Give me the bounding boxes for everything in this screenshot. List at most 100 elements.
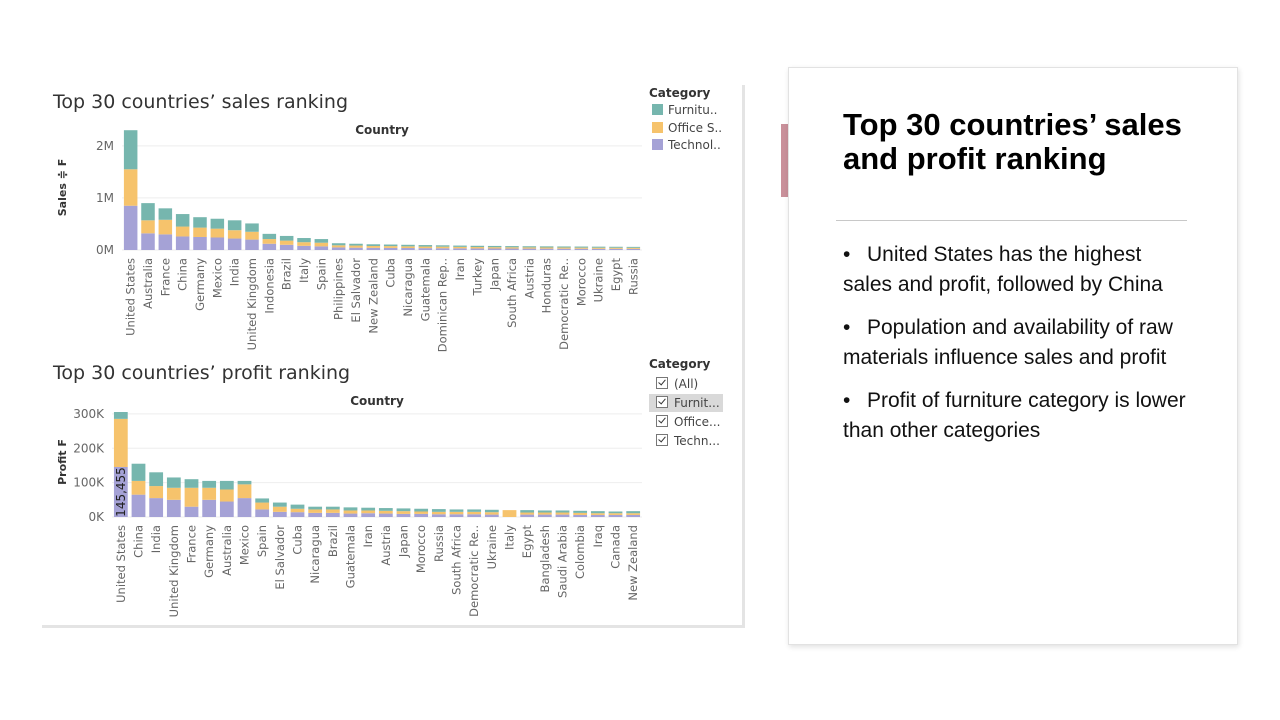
checkbox-icon[interactable]: [656, 377, 668, 389]
bullet-text: United States has the highest sales and …: [843, 243, 1163, 296]
sales-bar-technol: [158, 234, 173, 250]
sales-bar-office-s: [279, 240, 294, 245]
profit-x-tick-label: Japan: [397, 525, 411, 558]
sales-x-tick-label: Democratic Re..: [557, 258, 571, 350]
sales-bar-office-s: [331, 245, 346, 248]
profit-chart-title: Top 30 countries’ profit ranking: [53, 362, 351, 384]
sales-x-tick-label: United States: [124, 258, 138, 336]
sales-legend-title: Category: [649, 86, 711, 100]
sales-bar-technol: [470, 248, 485, 250]
sales-x-tick-label: India: [228, 258, 242, 286]
profit-bar-technology: [626, 514, 641, 517]
profit-bar-office-supplies: [272, 506, 287, 512]
sales-bar-furnitu: [539, 246, 554, 248]
profit-bar-technology: [573, 514, 588, 517]
profit-bar-furniture: [414, 508, 429, 512]
sales-bar-office-s: [383, 246, 398, 248]
sales-bar-office-s: [349, 245, 363, 248]
filter-all[interactable]: (All): [649, 375, 723, 393]
profit-bar-technology: [166, 499, 181, 517]
sales-bar-furnitu: [435, 245, 450, 247]
sales-bar-furnitu: [227, 220, 242, 231]
legend-label: Office S..: [668, 121, 723, 135]
sales-bar-furnitu: [123, 130, 138, 170]
legend-label: Technol..: [668, 138, 721, 152]
filter-office-supplies[interactable]: Office...: [649, 413, 723, 431]
technology-swatch: [652, 139, 663, 150]
sales-bar-furnitu: [557, 246, 571, 248]
sales-bar-furnitu: [141, 203, 155, 221]
sales-bar-furnitu: [574, 246, 589, 248]
sales-bar-furnitu: [175, 214, 190, 227]
profit-bar-office-supplies: [237, 484, 252, 499]
profit-bar-office-supplies: [502, 510, 517, 517]
profit-bar-technology: [308, 512, 323, 517]
profit-x-tick-label: Bangladesh: [538, 525, 552, 592]
profit-x-tick-label: China: [132, 525, 146, 558]
sales-x-tick-label: Austria: [522, 258, 536, 299]
sales-bar-office-s: [210, 228, 225, 238]
profit-bar-office-supplies: [255, 502, 270, 510]
sales-bar-furnitu: [626, 246, 641, 248]
bullet-item: • Population and availability of raw mate…: [843, 313, 1193, 373]
sales-x-tick-label: New Zealand: [366, 258, 380, 334]
profit-bar-furniture: [343, 507, 358, 511]
profit-data-label: 145,455: [114, 467, 128, 517]
sales-bar-technol: [626, 248, 641, 250]
sales-bar-technol: [366, 247, 381, 250]
profit-bar-furniture: [378, 508, 393, 511]
profit-bar-office-supplies: [290, 508, 305, 513]
sales-bar-furnitu: [401, 244, 415, 247]
sales-bar-technol: [193, 236, 207, 250]
filter-technology[interactable]: Techn...: [649, 432, 723, 450]
checkbox-icon[interactable]: [656, 434, 668, 446]
profit-bar-office-supplies: [131, 480, 146, 495]
profit-x-tick-label: Spain: [255, 525, 269, 557]
sales-y-axis-label: Sales ≑ F: [56, 159, 69, 217]
profit-x-tick-label: Democratic Re..: [467, 525, 481, 617]
profit-bar-technology: [184, 506, 199, 517]
profit-y-tick-label: 0K: [88, 510, 105, 524]
sales-bar-technol: [418, 248, 433, 250]
sales-bar-furnitu: [349, 243, 363, 246]
sales-bar-technol: [123, 205, 138, 250]
profit-bar-technology: [396, 513, 411, 517]
sales-x-tick-label: Spain: [314, 258, 328, 290]
profit-y-tick-label: 300K: [73, 407, 105, 421]
sales-bar-office-s: [227, 230, 242, 239]
profit-y-axis-label: Profit F: [56, 439, 69, 485]
sales-bar-furnitu: [262, 233, 277, 240]
profit-x-tick-label: Ukraine: [485, 525, 499, 569]
sales-bar-office-s: [591, 247, 606, 249]
dashboard-image: Country Sales ≑ F 2M 1M 0M United States Austr…: [42, 85, 745, 628]
filter-furniture[interactable]: Furnit...: [649, 394, 723, 412]
filter-title: Category: [649, 357, 711, 371]
sales-bar-furnitu: [331, 243, 346, 246]
sales-bar-furnitu: [193, 217, 207, 228]
sales-x-tick-label: Ukraine: [592, 258, 606, 302]
sales-x-tick-label: Italy: [297, 258, 311, 283]
profit-x-tick-label: Brazil: [326, 525, 340, 557]
checkbox-icon[interactable]: [656, 396, 668, 408]
profit-bar-furniture: [131, 463, 146, 481]
profit-bar-furniture: [520, 510, 535, 513]
profit-x-tick-label: Austria: [379, 525, 393, 566]
profit-bar-furniture: [255, 498, 270, 503]
bullet-text: Population and availability of raw mater…: [843, 316, 1173, 369]
sales-x-tick-label: United Kingdom: [245, 258, 259, 350]
sales-bar-technol: [539, 248, 554, 250]
profit-bar-furniture: [184, 479, 199, 488]
sales-bar-furnitu: [366, 244, 381, 246]
sales-bar-furnitu: [522, 246, 537, 248]
sales-x-tick-label: Dominican Rep..: [436, 258, 450, 352]
sales-x-tick-label: Australia: [141, 258, 155, 309]
sales-x-tick-label: Brazil: [280, 258, 294, 290]
bullet-item: • United States has the highest sales and…: [843, 240, 1193, 300]
profit-bar-furniture: [113, 411, 128, 419]
checkbox-icon[interactable]: [656, 415, 668, 427]
sales-bar-technol: [435, 248, 450, 250]
legend-item-technology: Technol..: [652, 138, 721, 152]
sales-bar-office-s: [158, 219, 173, 235]
profit-bar-technology: [378, 513, 393, 517]
